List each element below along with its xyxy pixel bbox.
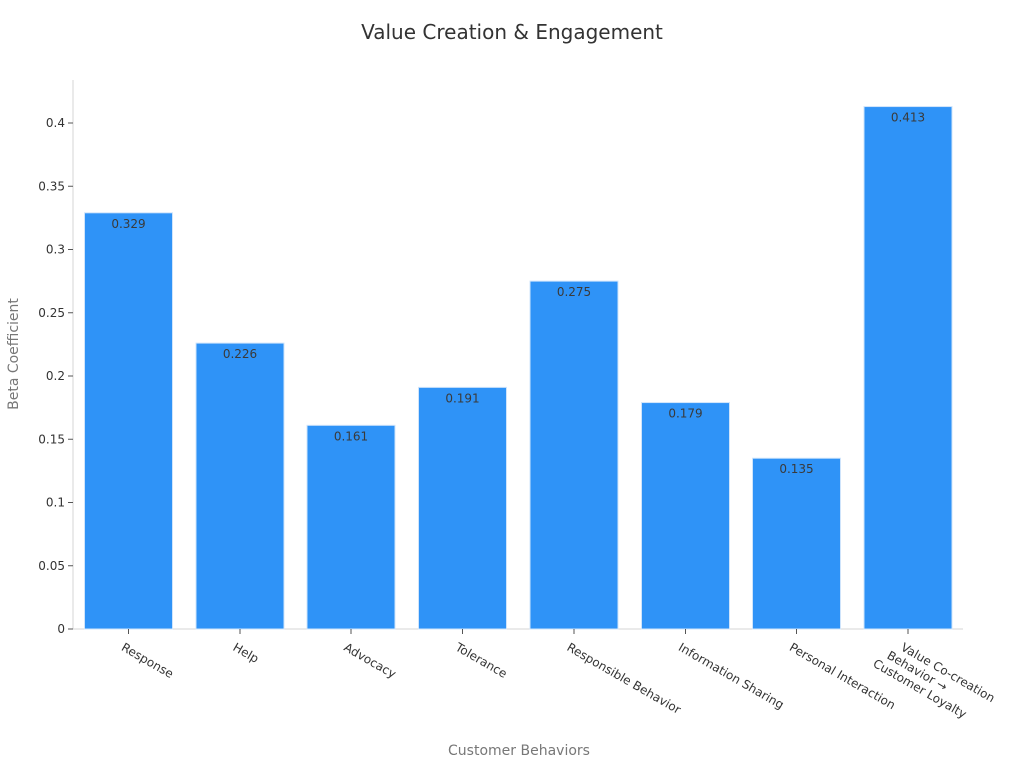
x-tick-label-line: Response — [119, 640, 176, 681]
x-tick-label: Tolerance — [452, 640, 509, 681]
y-tick-label: 0.4 — [46, 116, 65, 130]
bar — [306, 424, 396, 630]
bar-value-label: 0.161 — [334, 429, 368, 443]
y-tick-label: 0.35 — [38, 179, 65, 193]
bar — [641, 402, 730, 630]
y-tick-label: 0.15 — [38, 432, 65, 446]
y-tick-label: 0.05 — [38, 559, 65, 573]
bar-value-label: 0.226 — [223, 347, 257, 361]
bar-value-label: 0.413 — [891, 111, 925, 125]
bars — [84, 106, 953, 630]
y-tick-label: 0.3 — [46, 243, 65, 257]
x-tick-label-line: Advocacy — [342, 640, 399, 681]
x-tick-label: Advocacy — [342, 640, 399, 681]
data-labels: 0.329 0.226 0.161 0.191 0.275 0.179 0.135 0.413 — [111, 111, 925, 477]
x-tick-label-line: Responsible Behavior — [565, 640, 684, 717]
x-tick-label-line: Personal Interaction — [787, 640, 898, 712]
x-tick-label-line: Tolerance — [452, 640, 509, 681]
y-tick-label: 0.25 — [38, 306, 65, 320]
y-tick-label: 0.1 — [46, 496, 65, 510]
bar — [752, 457, 841, 630]
y-axis-title: Beta Coefficient — [6, 298, 22, 410]
bar — [529, 280, 619, 630]
x-tick-label: Help — [231, 640, 262, 666]
y-tick-label: 0.2 — [46, 369, 65, 383]
x-tick-label: Personal Interaction — [787, 640, 898, 712]
y-tick-label: 0 — [57, 622, 65, 636]
x-tick-label-line: Help — [231, 640, 262, 666]
bar — [84, 212, 173, 630]
bar-value-label: 0.135 — [779, 462, 813, 476]
bar — [863, 106, 953, 630]
x-axis-title: Customer Behaviors — [448, 743, 590, 759]
bar-value-label: 0.329 — [111, 217, 145, 231]
chart-title: Value Creation & Engagement — [361, 20, 663, 44]
x-tick-label: Information Sharing — [676, 640, 786, 712]
y-tick-labels: 0 0.05 0.1 0.15 0.2 0.25 0.3 0.35 0.4 — [38, 116, 73, 636]
bar-value-label: 0.275 — [557, 285, 591, 299]
bar-value-label: 0.191 — [445, 391, 479, 405]
bar — [418, 386, 507, 630]
bar — [195, 342, 285, 630]
x-tick-label: Response — [119, 640, 176, 681]
x-tick-label-line: Information Sharing — [676, 640, 786, 712]
bar-value-label: 0.179 — [668, 407, 702, 421]
x-tick-label: Responsible Behavior — [565, 640, 684, 717]
x-tick-labels: Response Help Advocacy Tolerance Responsible… — [119, 629, 998, 721]
